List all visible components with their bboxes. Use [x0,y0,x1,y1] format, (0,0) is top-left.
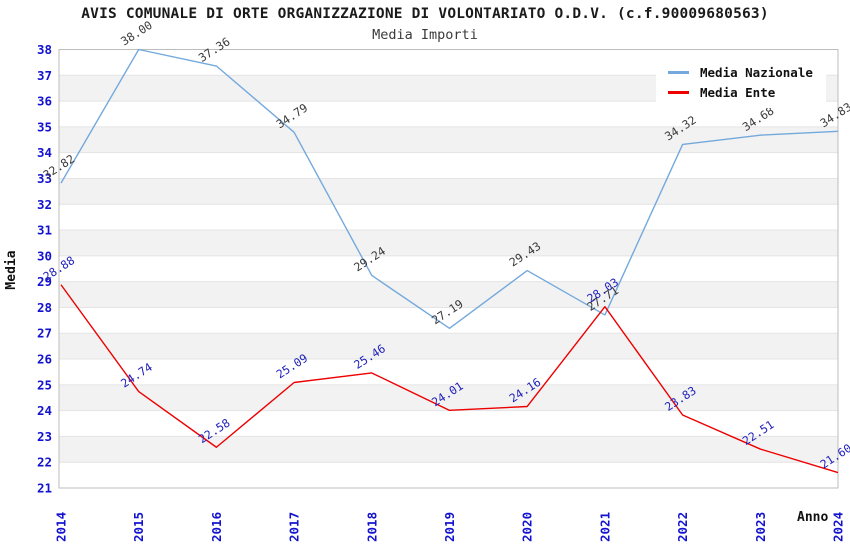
y-axis-title: Media [4,250,19,290]
plot-band [59,307,838,334]
y-tick-label: 30 [37,248,52,263]
y-tick-label: 36 [37,94,52,109]
y-tick-label: 28 [37,300,52,315]
plot-band [59,281,838,308]
y-tick-label: 25 [37,377,52,392]
media-nazionale-value-label: 38.00 [118,18,155,49]
legend-item-media-ente: Media Ente [668,82,826,102]
media-ente-line [60,284,839,474]
y-tick-label: 33 [37,171,52,186]
y-tick-label: 27 [37,326,52,341]
plot-band [59,359,838,385]
x-tick-label: 2015 [131,512,146,542]
x-tick-label: 2020 [520,512,535,542]
x-tick-label: 2023 [753,512,768,542]
plot-band [59,178,838,205]
x-tick-label: 2022 [675,512,690,542]
plot-band [59,384,838,411]
x-tick-label: 2017 [287,512,302,542]
plot-band [59,126,838,153]
x-tick-label: 2019 [442,512,457,542]
plot-border [58,49,839,489]
y-tick-label: 26 [37,352,52,367]
y-tick-label: 23 [37,429,52,444]
plot-band [59,152,838,179]
x-tick-label: 2018 [364,512,379,542]
plot-band [59,462,838,488]
y-tick-label: 35 [37,119,52,134]
legend-label-media-ente: Media Ente [700,84,776,100]
y-tick-label: 38 [37,42,52,57]
y-tick-label: 29 [37,274,52,289]
media-nazionale-line-swatch [668,70,689,74]
x-axis-title: Anno [797,510,829,525]
x-tick-label: 2016 [209,512,224,542]
y-tick-label: 22 [37,455,52,470]
chart-subtitle: Media Importi [372,27,478,43]
y-tick-label: 21 [37,481,52,496]
plot-band [59,230,838,256]
plot-band [59,410,838,437]
y-tick-label: 37 [37,68,52,83]
x-tick-label: 2021 [597,512,612,542]
x-tick-label: 2024 [831,512,846,542]
plot-band [59,436,838,463]
y-tick-label: 31 [37,223,52,238]
legend-label-media-nazionale: Media Nazionale [700,64,813,80]
legend: Media Nazionale Media Ente [656,57,826,108]
y-tick-label: 34 [37,145,52,160]
plot-band [59,204,838,231]
y-tick-label: 24 [37,403,52,418]
y-tick-label: 32 [37,197,52,212]
legend-item-media-nazionale: Media Nazionale [668,62,826,82]
media-nazionale-line [60,48,839,330]
plot-band [59,333,838,360]
media-ente-line-swatch [668,90,689,94]
plot-band [59,255,838,282]
chart-title: AVIS COMUNALE DI ORTE ORGANIZZAZIONE DI … [81,6,769,22]
x-tick-label: 2014 [54,512,69,542]
